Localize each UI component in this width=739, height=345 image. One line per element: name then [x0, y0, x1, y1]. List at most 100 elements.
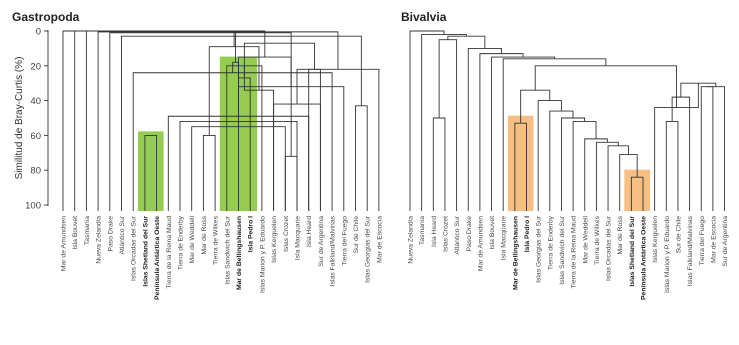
leaf-label: Islas Orcadas del Sur	[131, 215, 138, 281]
leaf-label: Paso Drake	[107, 216, 114, 252]
leaf-label: Islas Crozet	[442, 216, 449, 252]
dendrogram-link	[355, 105, 368, 211]
dendrogram-link	[202, 134, 216, 211]
leaf-label: Nueva Zelandia	[408, 216, 415, 264]
dendrogram-link	[409, 30, 445, 211]
leaf-label: Sur de Argentina	[722, 216, 729, 267]
dendrogram-link	[144, 134, 158, 211]
leaf-label: Atlántico Sur	[119, 215, 126, 254]
panel-gastropoda: Gastropoda Mar de Amundsen Isla Bouvet Tas…	[12, 10, 383, 300]
leaf-label: Islas Shetland del Sur	[629, 216, 636, 287]
dendrogram-bivalvia	[409, 30, 725, 211]
dendrogram-link	[62, 30, 235, 211]
leaf-label: Sur de Chile	[353, 216, 360, 254]
leaf-label: Tierra de la Reina Maud	[571, 216, 578, 289]
dendrogram-link	[243, 42, 315, 78]
leaf-label: Isla Pedro I	[524, 216, 531, 252]
y-axis: 0 20 40 60 80 100	[25, 27, 49, 212]
leaf-label: Sur de Argentina	[318, 216, 325, 267]
dendrogram-link	[432, 117, 446, 211]
dendrogram-link	[534, 65, 677, 108]
leaf-label: Islas Crozet	[283, 216, 290, 252]
dendrogram-link	[109, 32, 292, 211]
dendrogram-link	[595, 141, 619, 211]
leaf-label: Isla Bouvet	[489, 216, 496, 250]
highlights-bivalvia	[507, 115, 650, 211]
dendrogram-link	[121, 35, 362, 211]
leaf-label: Mar de Ross	[617, 215, 624, 254]
leaf-label: Nueva Zelandia	[96, 216, 103, 264]
leaf-label: Islas Marion y P. Eduardo	[664, 216, 671, 293]
dendrogram-link	[665, 121, 679, 211]
leaf-label: Islas Georgias del Sur	[365, 215, 372, 283]
leaf-label: Península Antártica Oeste	[154, 216, 161, 300]
leaf-label: Mar de Amundsen	[477, 216, 484, 271]
leaf-label: Isla Pedro I	[248, 216, 255, 252]
leaf-label: Isla Heard	[431, 216, 438, 247]
dendrogram-gastropoda	[62, 30, 380, 211]
dendrogram-link	[296, 68, 380, 211]
leaf-label: Islas Falkland/Malvinas	[687, 215, 694, 286]
leaf-label: Tierra de Enderby	[178, 215, 185, 270]
y-tick-label: 80	[30, 166, 41, 177]
leaf-label: Tierra de Enderby	[547, 215, 554, 270]
y-tick-label: 20	[30, 61, 41, 72]
leaf-label: Islas Shetland del Sur	[142, 216, 149, 287]
leaf-label: Tierra de Wilkes	[213, 215, 220, 264]
y-tick-label: 40	[30, 96, 41, 107]
panel-title-gastropoda: Gastropoda	[12, 10, 80, 24]
leaf-label: Isla Heard	[306, 216, 313, 247]
leaf-label: Islas Orcadas del Sur	[606, 215, 613, 281]
leaf-label: Tasmania	[419, 216, 426, 245]
leaf-label: Islas Sandwich del Sur	[559, 215, 566, 284]
leaf-label: Islas Georgias del Sur	[536, 215, 543, 283]
leaf-label: Tierra de la Reina Maud	[166, 216, 173, 289]
leaf-label: Tierra del Fuego	[341, 216, 348, 266]
y-axis-label: Similitud de Bray-Curtis (%)	[14, 57, 25, 180]
leaf-label: Islas Falkland/Malvinas	[330, 215, 337, 286]
highlights-gastropoda	[137, 56, 258, 211]
leaf-label: Islas Kerguelen	[652, 216, 659, 263]
leaf-label: Tasmania	[84, 216, 91, 245]
dendrogram-link	[308, 68, 321, 211]
dendrogram-link	[467, 47, 502, 211]
leaf-label: Mar de Amundsen	[61, 216, 68, 271]
leaf-label: Mar de Bellingshausen	[512, 216, 519, 290]
dendrogram-link	[671, 96, 691, 211]
leaf-label: Isla Bouvet	[72, 216, 79, 250]
dendrogram-link	[284, 155, 298, 211]
leaf-label: Islas Kerguelen	[271, 216, 278, 263]
leaf-label: Mar de Escocia	[710, 216, 717, 263]
leaf-label: Mar de Weddell	[189, 216, 196, 264]
panel-title-bivalvia: Bivalvia	[401, 10, 447, 24]
cluster-highlight	[507, 115, 534, 211]
leaf-label: Isla Macquarie	[295, 216, 302, 260]
y-tick-label: 60	[30, 131, 41, 142]
leaf-label: Islas Marion y P. Eduardo	[259, 216, 266, 293]
leaf-label: Islas Sandwich del Sur	[224, 215, 231, 284]
leaf-labels-bivalvia: Nueva Zelandia Tasmania Isla Heard Islas Cr…	[408, 215, 730, 300]
y-tick-label: 100	[25, 201, 41, 212]
leaf-label: Mar de Escocia	[376, 216, 383, 263]
leaf-label: Sur de Chile	[675, 216, 682, 254]
dendrogram-link	[707, 86, 725, 211]
leaf-label: Atlántico Sur	[454, 215, 461, 254]
dendrogram-link	[700, 86, 714, 211]
leaf-label: Península Antártica Oeste	[641, 216, 648, 300]
cluster-highlight	[137, 131, 164, 211]
leaf-label: Paso Drake	[466, 216, 473, 252]
leaf-label: Mar de Weddell	[582, 216, 589, 264]
dendrogram-link	[447, 35, 486, 49]
leaf-label: Isla Macquarie	[501, 216, 508, 260]
y-tick-label: 0	[36, 27, 41, 38]
dendrogram-link	[97, 31, 339, 211]
leaf-label: Mar de Ross	[201, 215, 208, 254]
leaf-label: Tierra de Wilkes	[594, 215, 601, 264]
dendrogram-link	[421, 34, 467, 211]
panel-bivalvia: Bivalvia Nueva Zelandia Tasmania Isla Hear…	[401, 10, 729, 300]
dendrogram-link	[438, 39, 458, 211]
leaf-labels-gastropoda: Mar de Amundsen Isla Bouvet Tasmania Nueva …	[61, 215, 384, 300]
leaf-label: Tierra del Fuego	[699, 216, 706, 266]
leaf-label: Mar de Bellingshausen	[236, 216, 243, 290]
